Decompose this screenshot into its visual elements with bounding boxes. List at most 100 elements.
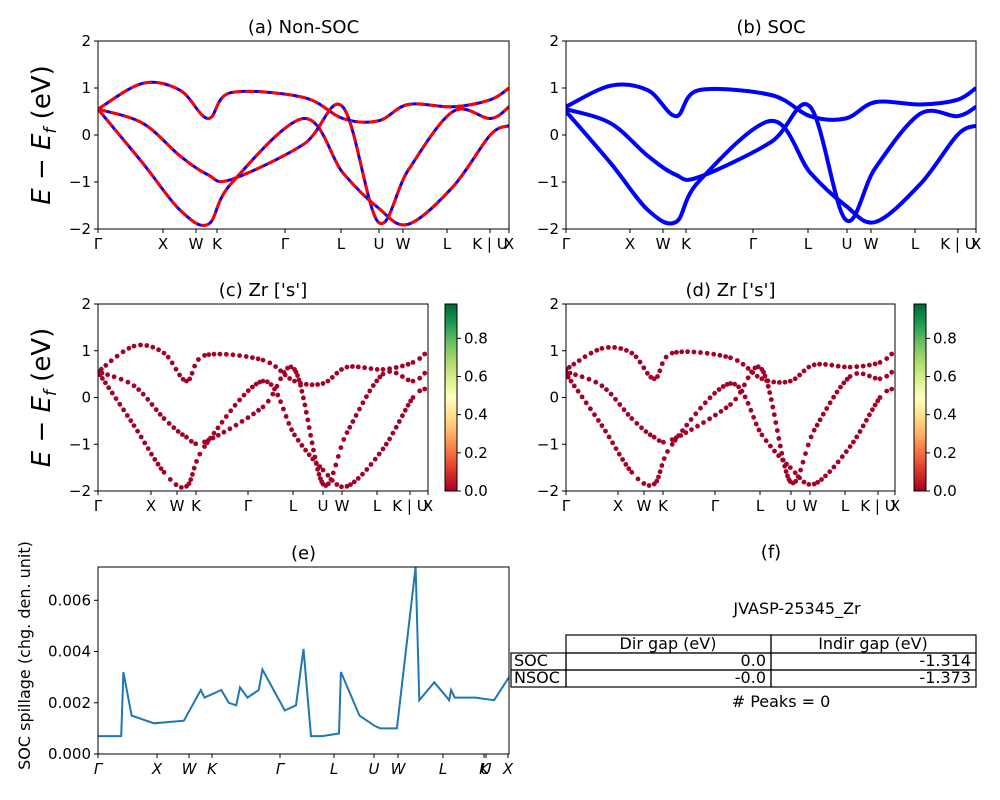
x-tick-label: W — [182, 760, 198, 778]
band-point — [777, 380, 782, 385]
x-tick-label: Γ — [244, 497, 253, 515]
band-point — [624, 348, 629, 353]
band-point — [854, 371, 860, 376]
band-point — [596, 418, 601, 423]
y-tick-label: 2 — [81, 295, 91, 313]
band-point — [305, 417, 311, 423]
band-point — [362, 365, 367, 371]
band-point — [661, 439, 666, 445]
band-point — [405, 361, 411, 367]
y-tick-label: −1 — [537, 173, 559, 191]
band-point — [801, 368, 807, 374]
x-tick-label: L — [373, 497, 382, 515]
band-point — [355, 364, 361, 370]
band-point — [777, 443, 783, 449]
band-point — [629, 416, 635, 421]
band-point — [145, 446, 151, 451]
panel-title: (a) Non-SOC — [248, 17, 359, 38]
x-tick-label: Γ — [281, 235, 290, 253]
spillage-line — [98, 567, 509, 738]
band-point — [191, 465, 197, 471]
band-point — [228, 408, 234, 414]
band-point — [707, 416, 712, 422]
band-point — [717, 352, 723, 358]
band-point — [867, 412, 872, 418]
band-point — [811, 362, 817, 368]
band-point — [787, 465, 793, 470]
band-point — [339, 484, 344, 490]
band-point — [350, 419, 356, 424]
band-point — [299, 388, 305, 394]
band-point — [756, 427, 762, 433]
x-tick-label: K — [681, 235, 692, 253]
band-point — [606, 434, 612, 440]
x-tick-label: K — [658, 497, 669, 515]
band-point — [774, 428, 780, 433]
band-point — [780, 457, 786, 463]
band-point — [335, 454, 341, 459]
y-tick-label: −2 — [69, 482, 91, 500]
band-point — [566, 374, 571, 380]
band-point — [256, 407, 261, 413]
band-point — [237, 353, 243, 358]
x-tick-label: L — [804, 235, 813, 253]
x-tick-label: X — [613, 497, 623, 515]
band-point — [264, 379, 270, 385]
band-point — [339, 367, 344, 372]
band-point — [292, 432, 297, 438]
band-point — [223, 414, 229, 419]
band-point — [142, 440, 148, 446]
band-point — [197, 451, 203, 457]
band-point — [655, 374, 660, 379]
band-point — [877, 360, 883, 365]
band-point — [255, 356, 261, 362]
band-point — [718, 409, 724, 414]
x-tick-label: X — [423, 497, 433, 515]
band-point — [202, 439, 207, 445]
band-point — [131, 423, 137, 428]
band-point — [217, 351, 223, 357]
band-point — [820, 411, 826, 417]
band-point — [364, 467, 370, 472]
band-point — [586, 376, 592, 382]
y-axis-label: E − Ef (eV) — [27, 65, 61, 205]
band-point — [351, 479, 357, 485]
material-id: JVASP-25345_Zr — [732, 599, 861, 619]
band-point — [867, 373, 872, 379]
x-tick-label: U — [842, 235, 853, 253]
band-point — [884, 356, 890, 361]
band-point — [325, 378, 331, 384]
band-point — [811, 427, 817, 433]
plot-area — [98, 80, 509, 227]
band-point — [124, 413, 130, 418]
y-tick-label: −1 — [537, 435, 559, 453]
band-point — [111, 374, 117, 380]
band-point — [230, 352, 236, 358]
band-point — [782, 379, 788, 385]
band-point — [575, 388, 581, 394]
colorbar-tick-label: 0.6 — [933, 368, 957, 386]
band-point — [768, 397, 774, 402]
band-point — [374, 378, 380, 384]
band-point — [202, 444, 207, 449]
band-point — [109, 390, 115, 396]
band-point — [98, 366, 104, 372]
band-point — [623, 462, 629, 467]
band-point — [594, 347, 600, 353]
band-point — [763, 438, 769, 444]
band-point — [190, 472, 195, 477]
band-point — [171, 425, 177, 431]
band-point — [138, 434, 144, 440]
band-point — [253, 381, 259, 387]
band-point — [417, 356, 423, 361]
band-point — [702, 400, 708, 406]
band-point — [138, 342, 143, 348]
band-point — [417, 375, 423, 381]
band-point — [315, 466, 320, 472]
band-point — [612, 345, 617, 350]
band-point — [665, 449, 670, 454]
band-point — [329, 375, 335, 380]
colorbar-tick-label: 0.2 — [933, 444, 957, 462]
band-point — [344, 430, 350, 435]
